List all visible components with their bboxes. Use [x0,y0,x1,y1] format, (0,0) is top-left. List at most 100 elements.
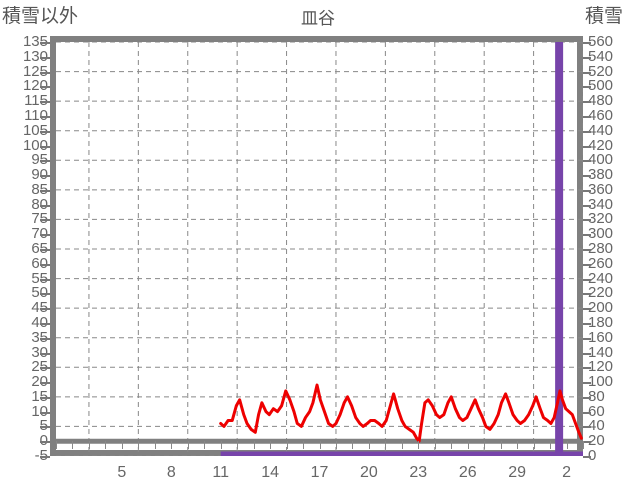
right-tick-mark [583,101,591,104]
right-tick-label: 80 [588,387,605,405]
left-tick-mark [40,456,50,458]
left-tick-label: 85 [0,182,48,197]
x-tick-mark [335,441,337,449]
right-tick-label: 260 [588,254,614,272]
right-tick-label: 60 [588,402,605,420]
left-tick-label: 90 [0,167,48,182]
left-tick-mark [40,352,50,355]
x-tick-mark [187,441,189,449]
right-tick-mark [583,145,591,148]
right-tick-label: 280 [588,240,614,257]
left-tick-label: 30 [0,345,48,360]
left-tick-mark [40,115,50,118]
x-tick-mark [138,441,140,449]
x-tick-mark [154,441,156,449]
left-tick-mark [40,86,50,89]
left-tick-label: 60 [0,256,48,271]
right-tick-mark [583,293,591,296]
x-tick-mark [451,441,453,449]
x-tick-mark [105,441,107,449]
left-tick-label: 95 [0,152,48,167]
left-tick-mark [40,219,50,222]
right-tick-mark [583,115,591,118]
left-tick-label: 125 [22,62,48,80]
right-tick-mark [583,160,591,163]
x-axis-ticks [50,441,584,456]
x-tick-label: 23 [409,464,428,481]
left-tick-label: 65 [0,241,48,256]
right-tick-mark [583,56,591,59]
left-tick-mark [40,263,50,266]
right-tick-mark [583,441,591,444]
left-tick-mark [40,204,50,207]
x-tick-label: 20 [360,464,378,481]
left-tick-mark [40,411,50,414]
x-tick-mark [88,441,90,449]
right-tick-label: 540 [588,47,614,65]
right-tick-mark [583,337,591,340]
left-tick-label: 105 [22,121,48,139]
x-tick-mark [253,441,255,449]
left-tick-mark [40,441,50,444]
right-tick-label: 140 [588,343,614,361]
right-tick-mark [583,396,591,399]
right-tick-mark [583,322,591,325]
x-tick-mark [237,441,239,449]
right-tick-mark [583,249,591,251]
right-tick-mark [583,456,591,458]
left-tick-label: 10 [0,404,48,419]
right-tick-mark [583,219,591,222]
plot-canvas [56,42,583,456]
right-tick-mark [583,308,591,311]
x-tick-mark [517,441,519,449]
left-tick-label: 55 [0,271,48,286]
left-tick-mark [40,382,50,385]
left-tick-label: 80 [0,197,48,212]
left-axis-title: 積雪以外 [2,6,79,27]
left-tick-label: -5 [0,448,48,463]
right-tick-label: 380 [588,166,614,184]
x-tick-label: 26 [458,464,477,481]
x-tick-label: 29 [508,464,527,481]
left-tick-mark [40,160,50,163]
right-tick-mark [583,382,591,385]
x-tick-mark [533,441,535,449]
left-tick-mark [40,278,50,281]
left-tick-mark [40,426,50,429]
left-tick-label: 0 [0,433,48,448]
right-tick-mark [583,86,591,89]
right-tick-mark [583,352,591,355]
left-tick-mark [40,101,50,104]
left-tick-mark [40,42,50,44]
x-tick-mark [583,441,584,449]
right-tick-mark [583,278,591,281]
left-tick-label: 5 [0,418,48,433]
x-tick-label: 11 [212,464,229,481]
left-tick-label: 20 [0,374,48,389]
right-tick-label: 460 [588,106,614,124]
right-tick-label: 220 [588,284,614,302]
right-tick-label: 320 [588,210,614,228]
right-tick-label: 360 [588,180,614,198]
x-tick-mark [319,441,321,449]
left-tick-label: 35 [0,330,48,345]
snow-series [220,42,583,456]
right-tick-label: 160 [588,328,614,346]
left-tick-mark [40,234,50,237]
right-tick-label: 200 [588,299,614,317]
left-tick-label: 115 [24,92,48,110]
x-tick-label: 8 [166,464,176,481]
right-tick-label: 0 [588,447,597,464]
left-tick-label: 75 [0,211,48,226]
right-tick-label: 100 [588,373,614,391]
right-tick-label: 340 [588,195,614,213]
precipitation-line [219,383,583,443]
x-tick-label: 2 [562,464,571,481]
left-tick-mark [40,189,50,192]
x-tick-mark [220,441,222,449]
left-tick-mark [40,322,50,325]
left-tick-label: 15 [0,389,48,404]
x-tick-mark [121,441,123,449]
right-tick-label: 120 [588,358,614,376]
